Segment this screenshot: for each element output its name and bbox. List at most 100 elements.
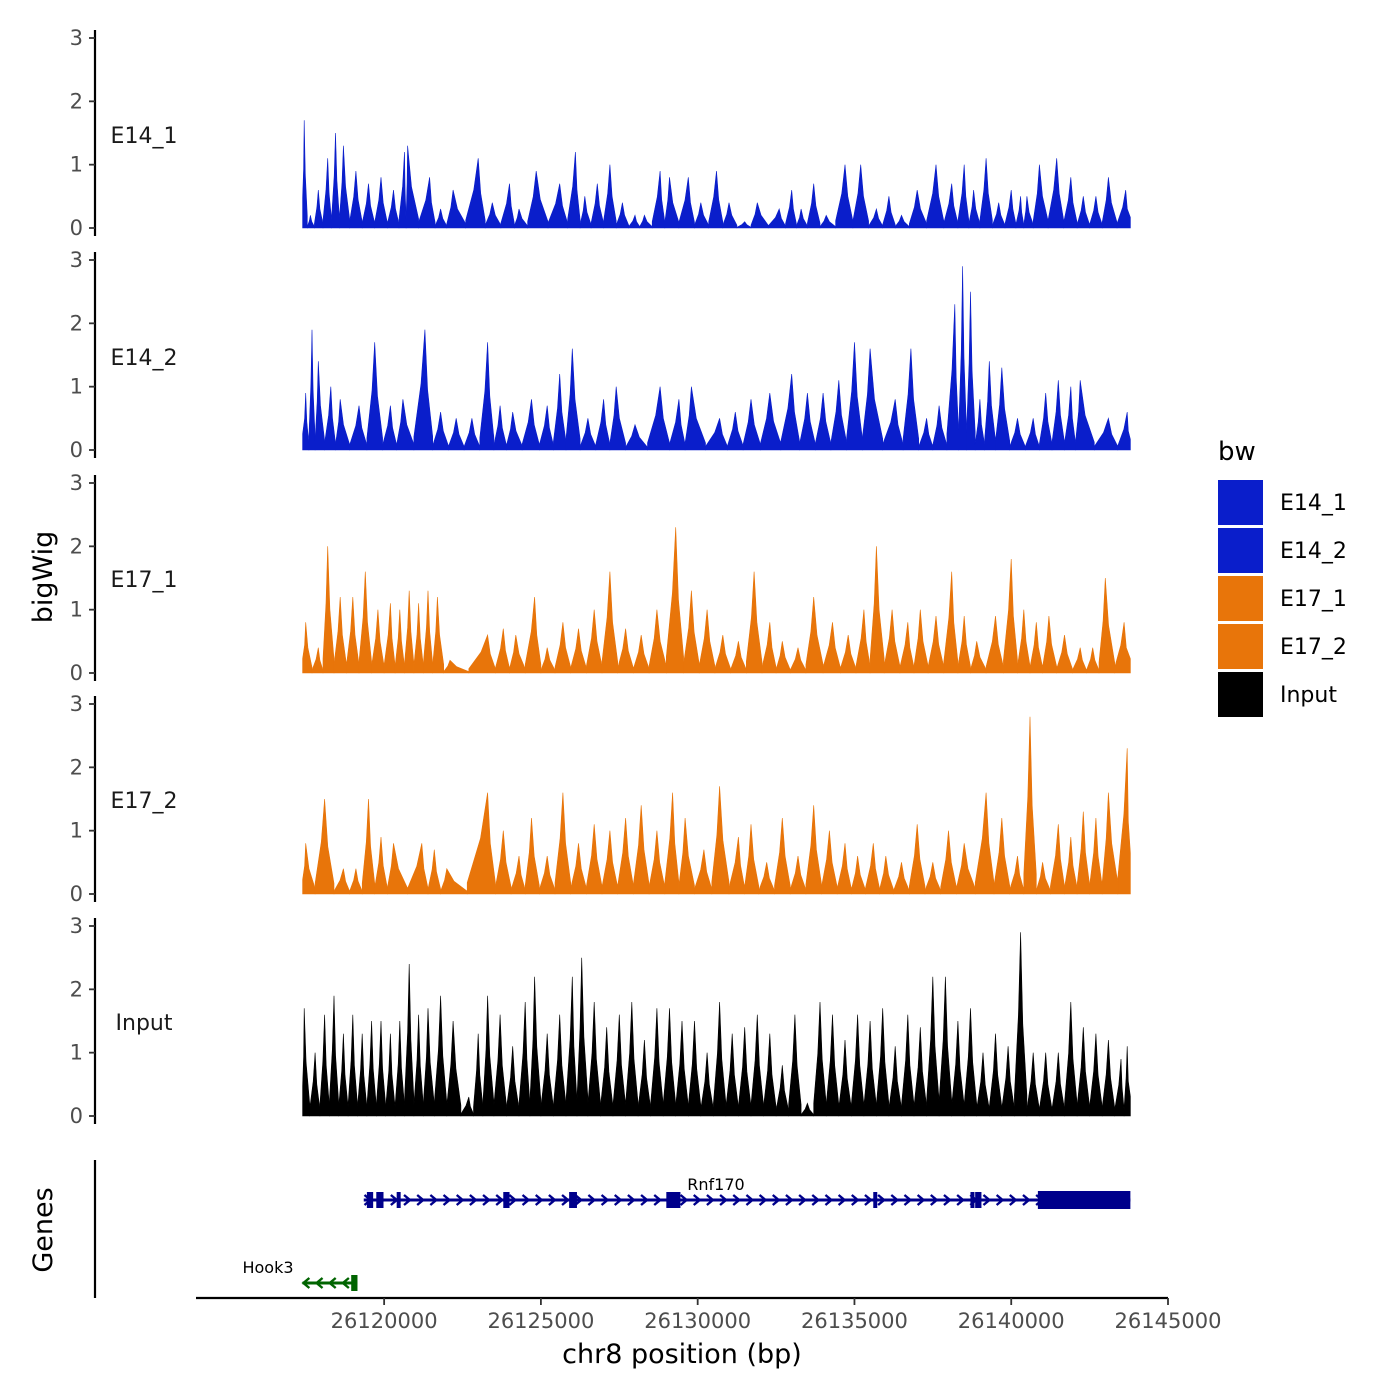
gene-exon bbox=[503, 1192, 510, 1208]
signal-peak bbox=[1094, 417, 1119, 451]
signal-peak bbox=[846, 342, 863, 451]
track-E17_2: 0 1 2 3 E17_2 bbox=[70, 692, 1131, 906]
signal-peak bbox=[615, 202, 630, 229]
signal-peak bbox=[374, 177, 388, 229]
signal-peak bbox=[1072, 647, 1087, 674]
signal-peak bbox=[422, 1008, 435, 1117]
signal-peak bbox=[725, 1033, 739, 1117]
signal-peak bbox=[821, 830, 838, 895]
signal-peak bbox=[1101, 177, 1118, 229]
signal-peak bbox=[651, 170, 666, 229]
signal-peak bbox=[958, 266, 967, 451]
strand-chevron bbox=[561, 1194, 570, 1206]
signal-peak bbox=[946, 304, 960, 451]
signal-peak bbox=[974, 792, 995, 895]
signal-peak bbox=[861, 348, 884, 451]
signal-peak bbox=[876, 1008, 890, 1117]
signal-peak bbox=[554, 792, 572, 895]
signal-peak bbox=[473, 1033, 484, 1117]
signal-peak bbox=[311, 647, 324, 674]
signal-peak bbox=[675, 1020, 689, 1117]
signal-peak bbox=[322, 546, 335, 674]
gene-exon bbox=[970, 1192, 975, 1208]
y-tick-label: 1 bbox=[70, 819, 83, 843]
signal-peak bbox=[1076, 811, 1090, 895]
signal-peak bbox=[506, 1046, 520, 1117]
strand-chevron bbox=[903, 1194, 913, 1206]
x-axis: 26120000 26125000 26130000 26135000 26140000… bbox=[196, 1296, 1222, 1333]
signal-peak bbox=[404, 590, 415, 674]
x-tick-label: 26125000 bbox=[487, 1309, 594, 1333]
gene-label: Hook3 bbox=[242, 1258, 293, 1277]
signal-peak bbox=[750, 202, 769, 229]
strand-chevron bbox=[798, 1194, 807, 1206]
signal-peak bbox=[612, 1014, 626, 1117]
signal-peak bbox=[979, 158, 993, 229]
signal-peak bbox=[1123, 1046, 1131, 1117]
signal-peak bbox=[708, 170, 724, 229]
signal-peak bbox=[1047, 158, 1064, 229]
gene-exon bbox=[351, 1275, 358, 1291]
x-tick-label: 26145000 bbox=[1115, 1309, 1222, 1333]
strand-chevron bbox=[640, 1194, 649, 1206]
y-tick-label: 2 bbox=[70, 755, 83, 779]
strand-chevron bbox=[771, 1194, 781, 1206]
signal-peak bbox=[432, 596, 445, 674]
signal-peak bbox=[940, 830, 957, 895]
signal-peak bbox=[951, 1020, 965, 1117]
signal-peak bbox=[1064, 1001, 1078, 1117]
signal-peak bbox=[1064, 836, 1078, 895]
signal-peak bbox=[513, 208, 528, 229]
signal-peak bbox=[664, 177, 680, 229]
signal-peak bbox=[813, 1001, 827, 1117]
x-tick-label: 26120000 bbox=[331, 1309, 438, 1333]
signal-peak bbox=[1014, 932, 1028, 1117]
signal-peak bbox=[319, 1014, 330, 1117]
y-tick-label: 0 bbox=[70, 1104, 83, 1128]
y-tick-label: 0 bbox=[70, 216, 83, 240]
y-tick-label: 0 bbox=[70, 661, 83, 685]
signal-peak bbox=[413, 329, 434, 451]
signal-peak bbox=[865, 843, 880, 895]
signal-peak bbox=[1017, 609, 1031, 674]
signal-peak bbox=[927, 615, 945, 674]
signal-peak bbox=[926, 976, 940, 1117]
signal-peak bbox=[633, 805, 650, 895]
strand-chevron bbox=[982, 1194, 992, 1206]
signal-peak bbox=[711, 786, 730, 895]
signal-peak bbox=[639, 214, 653, 229]
signal-peak bbox=[349, 405, 368, 451]
signal-peak bbox=[665, 527, 684, 674]
strand-chevron bbox=[811, 1194, 821, 1206]
signal-peak bbox=[988, 1033, 1003, 1117]
strand-chevron bbox=[301, 1277, 311, 1289]
signal-peak bbox=[957, 615, 971, 674]
strand-chevron bbox=[613, 1194, 623, 1206]
signal-peak bbox=[547, 183, 568, 229]
signal-peak bbox=[1101, 1039, 1115, 1117]
signal-peak bbox=[924, 862, 942, 895]
signal-peak bbox=[538, 405, 554, 451]
signal-peak bbox=[882, 399, 904, 451]
signal-peak bbox=[1117, 411, 1131, 451]
signal-peak bbox=[838, 1039, 852, 1117]
y-tick-label: 2 bbox=[70, 311, 83, 335]
signal-peak bbox=[601, 830, 619, 895]
strand-chevron bbox=[679, 1194, 689, 1206]
legend-label: E17_1 bbox=[1280, 587, 1347, 612]
signal-peak bbox=[398, 151, 407, 229]
signal-peak bbox=[767, 208, 786, 229]
signal-peak bbox=[985, 615, 1004, 674]
strand-chevron bbox=[495, 1194, 505, 1206]
signal-peak bbox=[521, 399, 540, 451]
signal-peak bbox=[625, 1001, 639, 1117]
signal-peak bbox=[647, 386, 670, 451]
signal-peak bbox=[789, 855, 807, 895]
signal-peak bbox=[418, 177, 436, 229]
signal-peak bbox=[938, 976, 953, 1117]
signal-peak bbox=[333, 868, 350, 895]
gene-exon bbox=[366, 1192, 374, 1208]
signal-peak bbox=[662, 1008, 677, 1117]
strand-chevron bbox=[455, 1194, 465, 1206]
